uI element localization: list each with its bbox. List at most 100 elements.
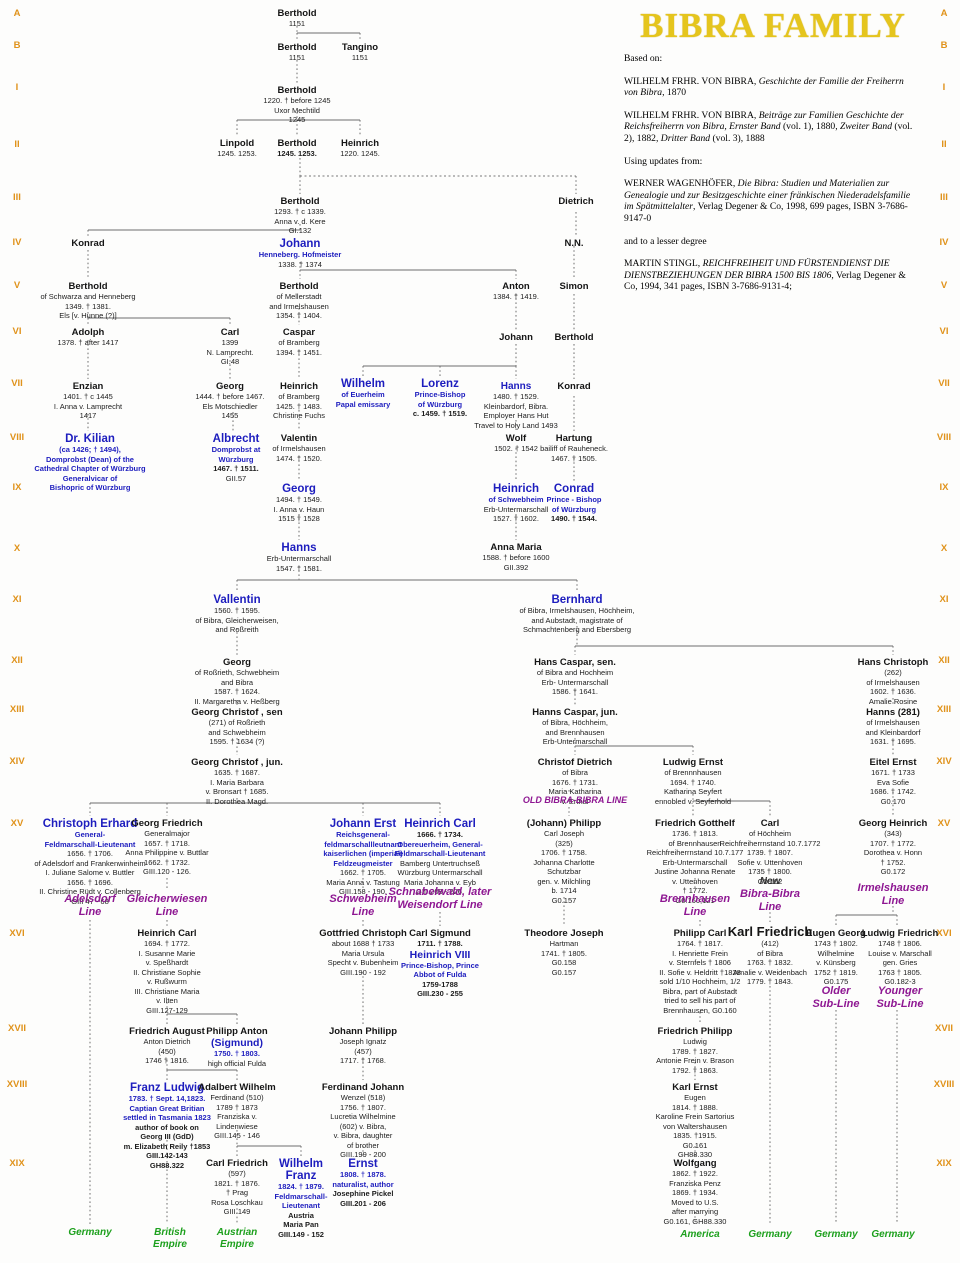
- person-node: Hanns (281) of Irmelshausen and Kleinbardo…: [833, 707, 953, 747]
- person-name: Wilhelm: [341, 378, 385, 390]
- person-name: Eitel Ernst: [869, 757, 917, 768]
- person-detail: of Brennnhausen: [664, 768, 722, 777]
- person-detail: GIII.199 - 200: [340, 1150, 386, 1159]
- person-detail: Franziska Penz: [669, 1178, 721, 1188]
- person-detail: Anton Dietrich: [143, 1037, 191, 1046]
- person-detail: Bamberg Untertruchseß: [399, 858, 481, 868]
- person-node: Carl of Höchheim Reichfreiherrnstand 10.7.…: [700, 818, 840, 886]
- person-detail: about 1688 † 1733: [331, 939, 395, 948]
- generation-label-xv: XV: [937, 818, 951, 829]
- person-detail: of Mellerstadt: [276, 292, 322, 301]
- person-node: Dietrich: [536, 196, 616, 207]
- chart-title: BIBRA FAMILY: [640, 6, 906, 45]
- person-detail: of Bibra: [562, 768, 588, 777]
- line-label: New: [695, 876, 845, 887]
- person-detail: sold 1/10 Hochheim, 1/2: [659, 977, 741, 986]
- person-detail: Ferdinand (510): [210, 1093, 264, 1102]
- person-detail: Erb-Untermarschall: [662, 857, 728, 867]
- person-name: Hanns (281): [866, 707, 920, 718]
- generation-label-viii: VIII: [936, 432, 952, 443]
- region-label: Germany: [695, 1229, 845, 1241]
- person-detail: Moved to U.S.: [671, 1197, 719, 1207]
- person-detail: 1743 † 1802.: [814, 939, 858, 948]
- person-detail: Feldzeugmeister: [333, 858, 393, 868]
- person-detail: 1783. † Sept. 14,1823.: [128, 1094, 206, 1103]
- region-label-text: Germany: [871, 1229, 915, 1240]
- generation-label-viii: VIII: [9, 432, 25, 443]
- person-detail: tried to sell his part of: [664, 996, 736, 1005]
- generation-label-xiii: XIII: [9, 704, 25, 715]
- person-detail: Feldmarschall-Lieutenant: [394, 849, 486, 858]
- person-name: Georg Heinrich: [858, 818, 928, 829]
- person-detail: GIII.142-143: [146, 1151, 188, 1160]
- person-detail: GIII 47 - 68: [71, 896, 109, 906]
- person-node: Friedrich Philipp Ludwig 1789. † 1827. Anto…: [630, 1026, 760, 1075]
- person-name: Konrad: [71, 238, 105, 249]
- person-node: (Johann) Philipp Carl Joseph (325) 1706. † …: [504, 818, 624, 905]
- line-label-text: Line: [155, 905, 179, 918]
- person-name: Heinrich: [340, 138, 379, 149]
- person-detail: GIII.149: [223, 1207, 251, 1216]
- person-detail: 1752 † 1819.: [814, 967, 858, 977]
- person-name: Friedrich August: [129, 1026, 205, 1037]
- person-detail: 1151: [288, 53, 306, 62]
- person-node: Berthold: [534, 332, 614, 343]
- person-detail: GH88.322: [149, 1160, 185, 1170]
- person-name: Berthold: [68, 281, 108, 292]
- person-node: Linpold 1245. 1253.: [197, 138, 277, 159]
- person-detail: 1835. †1915.: [673, 1131, 717, 1140]
- person-detail: 1494. † 1549.: [276, 495, 322, 504]
- person-detail: and Roßreith: [215, 625, 259, 634]
- person-detail: (Sigmund): [211, 1037, 263, 1049]
- person-node: Georg Friedrich Generalmajor 1657. † 1718.…: [102, 818, 232, 877]
- person-node: Hartung bailiff of Rauheneck. 1467. † 1505…: [519, 433, 629, 463]
- person-detail: Amalie v. Weidenbach: [733, 967, 807, 977]
- person-detail: m. Elizabeth Reily †1853: [123, 1141, 211, 1151]
- person-detail: Johanna Charlotte: [533, 857, 595, 867]
- person-detail: Erb- Untermarschall: [541, 677, 609, 687]
- line-label-text: Line: [683, 905, 707, 918]
- reference-paragraph: Using updates from:: [624, 155, 703, 167]
- person-detail: 1746 † 1816.: [145, 1056, 189, 1065]
- region-label: British Empire: [95, 1227, 245, 1251]
- person-node: Hanns 1480. † 1529. Kleinbardorf, Bibra. Em…: [456, 381, 576, 430]
- person-detail: of Schwebheim: [488, 495, 544, 504]
- person-name: Albrecht: [212, 433, 260, 445]
- person-detail: (602) v. Bibra,: [339, 1121, 387, 1131]
- person-detail: Els Motschiedler: [202, 401, 258, 411]
- person-detail: G0.170: [880, 796, 906, 806]
- person-detail: I. Maria Barbara: [210, 777, 264, 787]
- person-node: Eugen Georg 1743 † 1802. Wilhelmine v. Küns…: [796, 928, 876, 987]
- line-label-text: Schwebheim: [329, 893, 397, 905]
- person-detail: of Bibra: [757, 948, 783, 958]
- person-name: Eugen Georg: [806, 928, 866, 939]
- person-name: Berthold: [277, 138, 317, 149]
- line-label: Schwebheim Line: [288, 893, 438, 918]
- person-detail: naturalist, author: [332, 1179, 394, 1189]
- person-node: Johann Henneberg. Hofmeister 1338. † 1374: [240, 238, 360, 269]
- person-detail: 1666. † 1734.: [417, 830, 463, 839]
- person-node: Georg Christof , sen (271) of Roßrieth and…: [167, 707, 307, 747]
- person-detail: of Bramberg: [278, 338, 320, 347]
- person-detail: GIII.158 - 190.: [339, 887, 387, 896]
- person-detail: 1245. 1253.: [217, 149, 257, 158]
- person-detail: of Adelsdorf and Frankenwinheim: [34, 858, 146, 868]
- person-detail: 1635. † 1687.: [214, 768, 260, 777]
- person-detail: G0.160,121: [675, 895, 715, 905]
- line-label: Bibra-Bibra Line: [695, 888, 845, 913]
- person-detail: Katharina Seyfert: [664, 787, 722, 796]
- person-detail: Eva Sofie: [876, 777, 910, 787]
- generation-label-xiii: XIII: [936, 704, 952, 715]
- person-name: Anna Maria: [490, 542, 542, 553]
- person-name: Hanns: [281, 542, 317, 554]
- person-node: Hans Caspar, sen. of Bibra and Hochheim Er…: [510, 657, 640, 697]
- person-name: Christoph Erhard: [42, 818, 138, 830]
- person-detail: 1502. † 1542: [494, 444, 538, 453]
- person-detail: 1354. † 1404.: [276, 311, 322, 320]
- person-detail: v. Sternfels † 1806: [669, 958, 731, 967]
- reference-paragraph: WILHELM FRHR. VON BIBRA, Beiträge zur Fa…: [624, 109, 913, 144]
- person-node: Berthold 1293. † c 1339. Anna v. d. Kere GI…: [250, 196, 350, 236]
- person-name: Carl Sigmund: [409, 928, 471, 939]
- person-detail: 1151: [351, 53, 369, 62]
- person-detail: 1671. † 1733: [871, 768, 915, 777]
